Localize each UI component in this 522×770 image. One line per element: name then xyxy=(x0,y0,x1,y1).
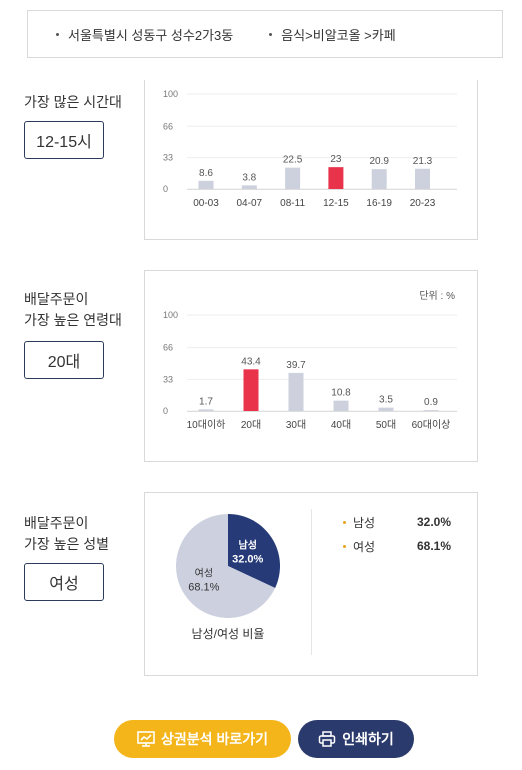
time-bar xyxy=(241,185,257,189)
y-tick-label: 100 xyxy=(163,310,178,320)
age-value-label: 1.7 xyxy=(199,396,213,407)
age-bar-chart: 100 66 33 0 1.7 10대이하 43.4 20대 39.7 30대 10.8 40대 3.5… xyxy=(163,310,457,431)
bullet-icon xyxy=(343,544,346,548)
time-bar xyxy=(285,167,301,189)
y-tick-label: 100 xyxy=(163,89,178,99)
time-category-label: 20-23 xyxy=(410,198,436,209)
time-category-label: 00-03 xyxy=(193,198,219,209)
analysis-button-label: 상권분석 바로가기 xyxy=(161,731,268,747)
address-item: 서울특별시 성동구 성수2가3동 xyxy=(56,25,233,44)
age-category-label: 20대 xyxy=(241,419,261,431)
legend-value: 68.1% xyxy=(417,539,452,553)
age-label-line1: 배달주문이 xyxy=(24,291,89,307)
gender-section-value: 여성 xyxy=(24,563,104,601)
pie-slice-name: 남성 xyxy=(239,538,257,551)
age-bar xyxy=(423,410,439,411)
time-value-label: 20.9 xyxy=(369,156,389,167)
time-value-label: 21.3 xyxy=(413,156,433,167)
bullet-icon xyxy=(56,32,59,36)
y-tick-label: 33 xyxy=(163,374,173,384)
age-value-label: 3.5 xyxy=(379,395,393,406)
time-category-label: 16-19 xyxy=(366,198,392,209)
age-category-label: 30대 xyxy=(286,419,306,431)
age-section-value: 20대 xyxy=(24,341,104,379)
gender-label-line2: 가장 높은 성별 xyxy=(24,536,110,552)
location-info-box: 서울특별시 성동구 성수2가3동 음식>비알코올 >카페 xyxy=(27,10,503,58)
print-button-label: 인쇄하기 xyxy=(342,731,394,747)
gender-pie-chart: 남성 32.0% 여성 68.1% 남성/여성 비율 xyxy=(176,514,280,641)
gender-label-line1: 배달주문이 xyxy=(24,515,89,531)
time-category-label: 04-07 xyxy=(237,198,263,209)
age-value-label: 10.8 xyxy=(331,388,351,399)
pie-slice xyxy=(176,514,276,618)
category-text: 음식>비알코올 >카페 xyxy=(281,27,396,43)
legend-value: 32.0% xyxy=(417,515,452,529)
pie-slice-name: 여성 xyxy=(195,567,213,579)
legend-name: 여성 xyxy=(353,539,376,554)
time-bar-chart: 100 66 33 0 8.6 00-03 3.8 04-07 22.5 08-11 23 12-15… xyxy=(163,89,457,209)
time-value-label: 23 xyxy=(330,154,342,165)
analysis-shortcut-button[interactable]: 상권분석 바로가기 xyxy=(114,720,291,758)
y-tick-label: 0 xyxy=(163,406,168,416)
age-category-label: 60대이상 xyxy=(412,419,451,431)
age-label-line2: 가장 높은 연령대 xyxy=(24,312,122,328)
time-section-value: 12-15시 xyxy=(24,121,104,159)
bullet-icon xyxy=(343,520,346,524)
age-bar xyxy=(243,369,259,411)
gender-section-label: 배달주문이 가장 높은 성별 xyxy=(24,513,109,555)
gender-chart-panel: 남성 32.0% 여성 68.1% 남성/여성 비율 남성 32.0% 여성 68.1% xyxy=(144,492,478,676)
time-bar xyxy=(198,180,214,189)
divider xyxy=(311,509,312,655)
age-category-label: 10대이하 xyxy=(187,418,226,431)
time-category-label: 12-15 xyxy=(323,198,349,209)
pie-slice-value: 32.0% xyxy=(232,553,263,565)
legend-item-female: 여성 68.1% xyxy=(340,539,452,554)
legend-name: 남성 xyxy=(353,515,376,530)
time-value-label: 8.6 xyxy=(199,168,213,179)
age-value-label: 39.7 xyxy=(286,360,306,371)
time-bar xyxy=(371,169,387,189)
age-value-label: 43.4 xyxy=(241,356,261,367)
time-category-label: 08-11 xyxy=(280,198,305,209)
y-tick-label: 33 xyxy=(163,153,173,163)
age-category-label: 50대 xyxy=(376,419,396,431)
analysis-icon xyxy=(137,731,155,747)
age-bar xyxy=(378,407,394,411)
age-value-label: 0.9 xyxy=(424,397,438,408)
y-tick-label: 0 xyxy=(163,184,168,194)
y-tick-label: 66 xyxy=(163,343,173,353)
age-bar xyxy=(198,409,214,411)
time-value-label: 3.8 xyxy=(242,172,256,183)
age-category-label: 40대 xyxy=(331,419,351,431)
age-bar xyxy=(333,400,349,411)
time-chart-panel: 100 66 33 0 8.6 00-03 3.8 04-07 22.5 08-11 23 12-15… xyxy=(144,80,478,240)
pie-caption: 남성/여성 비율 xyxy=(192,627,265,641)
y-tick-label: 66 xyxy=(163,121,173,131)
pie-slice xyxy=(228,514,280,589)
pie-legend: 남성 32.0% 여성 68.1% xyxy=(340,515,451,563)
address-text: 서울특별시 성동구 성수2가3동 xyxy=(68,27,234,43)
category-item: 음식>비알코올 >카페 xyxy=(269,25,396,44)
age-chart-panel: 단위 : % 100 66 33 0 1.7 10대이하 43.4 20대 39.7 30대 10.… xyxy=(144,270,478,462)
printer-icon xyxy=(318,731,336,747)
print-button[interactable]: 인쇄하기 xyxy=(298,720,414,758)
bullet-icon xyxy=(269,32,273,36)
legend-item-male: 남성 32.0% xyxy=(340,515,452,530)
pie-slice-value: 68.1% xyxy=(188,581,219,593)
time-value-label: 22.5 xyxy=(283,155,303,166)
time-bar xyxy=(415,168,430,189)
time-bar xyxy=(328,167,344,189)
age-bar xyxy=(288,372,304,411)
age-section-label: 배달주문이 가장 높은 연령대 xyxy=(24,289,122,331)
unit-note: 단위 : % xyxy=(419,291,455,302)
time-section-label: 가장 많은 시간대 xyxy=(24,94,122,110)
